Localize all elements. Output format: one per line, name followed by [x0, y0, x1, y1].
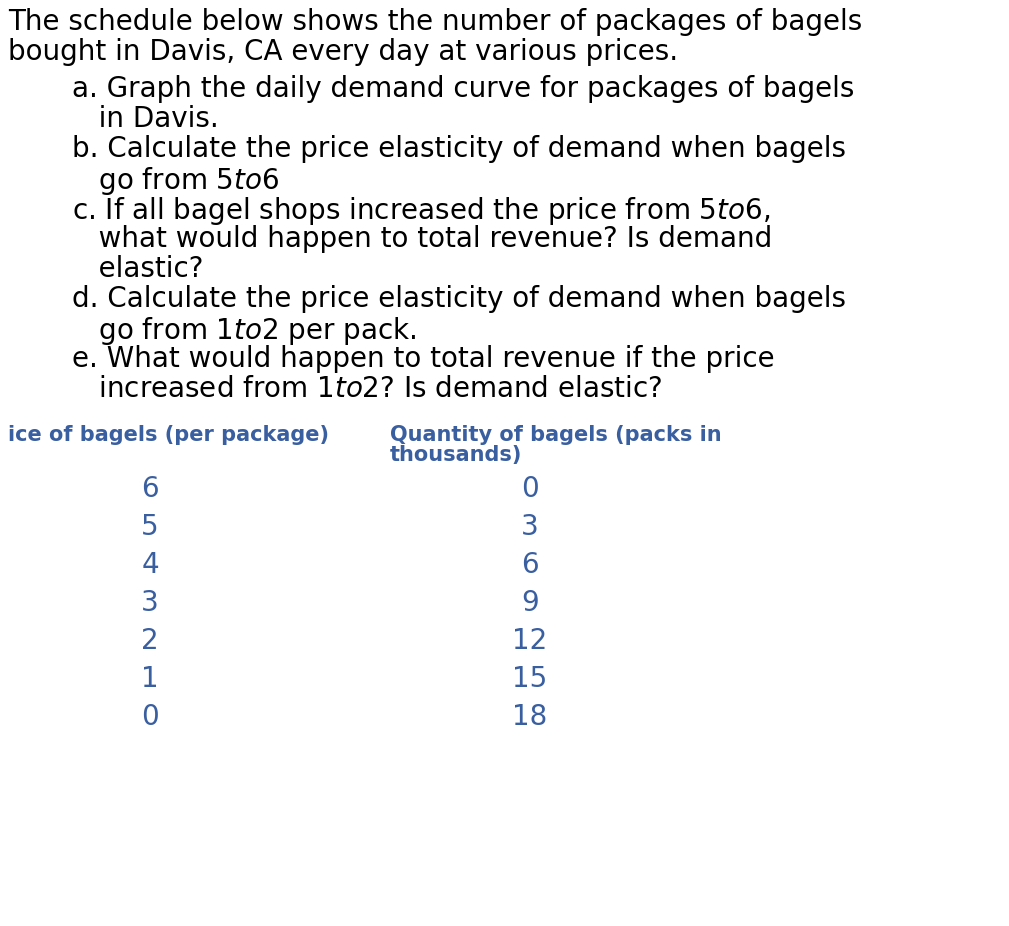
Text: go from $1 to $2 per pack.: go from $1 to $2 per pack.: [72, 315, 417, 347]
Text: 0: 0: [141, 703, 158, 731]
Text: 1: 1: [141, 665, 158, 693]
Text: increased from $1 to $2? Is demand elastic?: increased from $1 to $2? Is demand elast…: [72, 375, 662, 403]
Text: 4: 4: [141, 551, 158, 579]
Text: 0: 0: [521, 475, 539, 503]
Text: thousands): thousands): [390, 445, 523, 465]
Text: 15: 15: [513, 665, 548, 693]
Text: 2: 2: [141, 627, 158, 655]
Text: ice of bagels (per package): ice of bagels (per package): [8, 425, 329, 445]
Text: what would happen to total revenue? Is demand: what would happen to total revenue? Is d…: [72, 225, 772, 253]
Text: 9: 9: [521, 589, 539, 617]
Text: in Davis.: in Davis.: [72, 105, 219, 133]
Text: bought in Davis, CA every day at various prices.: bought in Davis, CA every day at various…: [8, 38, 678, 66]
Text: 12: 12: [513, 627, 548, 655]
Text: c. If all bagel shops increased the price from $5 to $6,: c. If all bagel shops increased the pric…: [72, 195, 770, 227]
Text: 3: 3: [141, 589, 158, 617]
Text: 3: 3: [521, 513, 539, 541]
Text: Quantity of bagels (packs in: Quantity of bagels (packs in: [390, 425, 721, 445]
Text: d. Calculate the price elasticity of demand when bagels: d. Calculate the price elasticity of dem…: [72, 285, 846, 313]
Text: 6: 6: [141, 475, 158, 503]
Text: b. Calculate the price elasticity of demand when bagels: b. Calculate the price elasticity of dem…: [72, 135, 846, 163]
Text: 6: 6: [522, 551, 539, 579]
Text: 5: 5: [141, 513, 158, 541]
Text: 18: 18: [513, 703, 548, 731]
Text: elastic?: elastic?: [72, 255, 204, 283]
Text: e. What would happen to total revenue if the price: e. What would happen to total revenue if…: [72, 345, 775, 373]
Text: The schedule below shows the number of packages of bagels: The schedule below shows the number of p…: [8, 8, 863, 36]
Text: go from $5 to $6: go from $5 to $6: [72, 165, 279, 197]
Text: a. Graph the daily demand curve for packages of bagels: a. Graph the daily demand curve for pack…: [72, 75, 855, 103]
